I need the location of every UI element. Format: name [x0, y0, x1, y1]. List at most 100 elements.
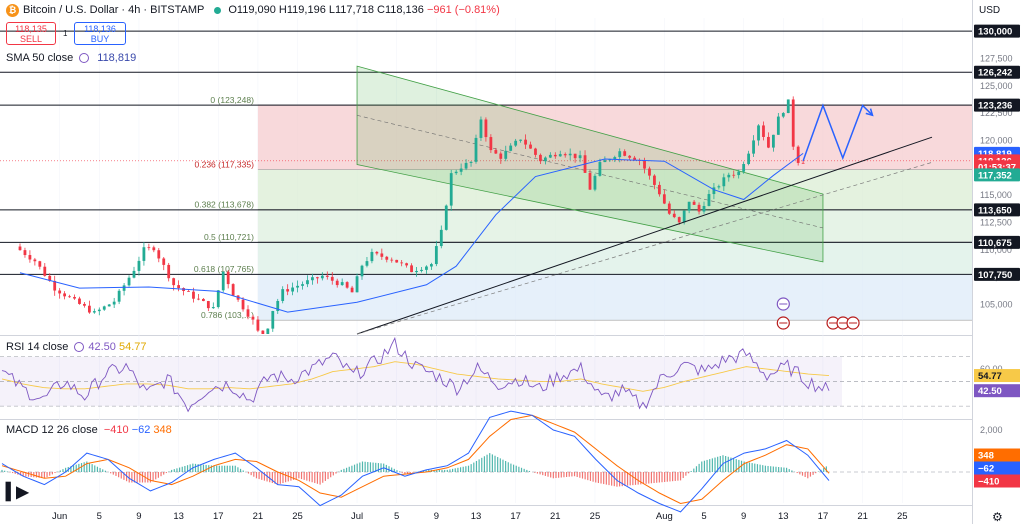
candle-body [732, 174, 736, 176]
candle-body [588, 172, 592, 190]
candle-body [102, 306, 106, 310]
projection-arrowhead [865, 108, 874, 117]
candle-body [281, 289, 285, 301]
candle-body [633, 157, 637, 161]
time-tick-label: 13 [778, 511, 789, 522]
candle-body [702, 205, 706, 212]
macd-tag-bg [974, 461, 1020, 475]
candle-body [444, 205, 448, 230]
symbol-title[interactable]: Bitcoin / U.S. Dollar · 4h · BITSTAMP [23, 4, 205, 16]
candle-body [231, 284, 235, 296]
rsi-legend[interactable]: RSI 14 close 42.50 54.77 [6, 341, 147, 353]
fib-label: 0.5 (110,721) [204, 232, 254, 242]
candle-body [38, 261, 42, 267]
fib-label: 0.236 (117,335) [195, 160, 255, 170]
candle-body [192, 291, 195, 299]
candle-body [330, 276, 334, 281]
level-price-tag-bg [974, 98, 1020, 112]
candle-body [469, 161, 473, 163]
time-tick-label: 5 [394, 511, 399, 522]
macd-hist-value: 348 [153, 424, 172, 436]
price-tick-label: 112,500 [980, 217, 1012, 227]
rsi-ma-tag: 54.77 [978, 371, 1002, 382]
candle-body [543, 157, 547, 162]
candle-body [306, 280, 309, 285]
indicator-settings-icon[interactable] [79, 53, 90, 63]
candle-body [157, 250, 161, 259]
candle-body [747, 153, 751, 165]
market-open-icon [214, 6, 222, 14]
time-tick-label: 21 [857, 511, 868, 522]
macd-value: −410 [103, 424, 129, 436]
candle-body [291, 287, 295, 292]
candle-body [216, 290, 220, 308]
candle-body [553, 154, 557, 157]
price-tick-label: 105,000 [980, 299, 1013, 309]
time-tick-label: Aug [656, 511, 673, 522]
candle-body [568, 153, 572, 156]
candle-body [385, 256, 389, 260]
candle-body [405, 263, 409, 266]
time-tick-label: 17 [818, 511, 829, 522]
candle-body [791, 99, 795, 147]
candle-body [23, 250, 27, 256]
candle-body [33, 259, 37, 262]
level-price-tag-bg [974, 267, 1020, 281]
time-tick-label: 13 [173, 511, 184, 522]
ascending-trendline [356, 136, 933, 335]
candle-body [563, 154, 567, 156]
candle-body [449, 173, 453, 206]
candle-body [539, 154, 542, 162]
ohlc-low: L117,718 [328, 4, 374, 16]
candle-body [315, 277, 319, 279]
candle-body [796, 146, 800, 163]
candle-body [454, 171, 458, 174]
candle-body [241, 299, 245, 310]
candle-body [548, 154, 552, 158]
candle-body [643, 160, 646, 169]
candle-body [142, 247, 146, 261]
sma-legend[interactable]: SMA 50 close 118,819 [6, 52, 136, 64]
macd-legend[interactable]: MACD 12 26 close −410 −62 348 [6, 424, 172, 436]
candle-body [499, 153, 503, 159]
candle-body [519, 139, 523, 141]
price-tag: 117,352 [978, 170, 1012, 181]
macd-tag: −62 [978, 464, 994, 475]
candle-body [162, 258, 166, 265]
candle-body [395, 259, 399, 263]
candle-body [286, 289, 290, 292]
candle-body [360, 265, 364, 277]
candle-body [479, 119, 483, 138]
candle-body [177, 285, 181, 289]
macd-tag: 348 [978, 451, 994, 462]
buy-button[interactable]: 118,136 BUY [74, 22, 126, 45]
currency-label[interactable]: USD [979, 5, 1001, 16]
gear-icon[interactable]: ⚙ [992, 510, 1003, 524]
fib-zone [257, 241, 972, 275]
candle-body [400, 262, 404, 264]
sell-button[interactable]: 118,135 SELL [6, 22, 56, 45]
level-price-tag: 107,750 [978, 270, 1012, 281]
rsi-ma-tag-bg [974, 369, 1020, 383]
candle-body [697, 204, 701, 212]
candle-body [221, 271, 225, 291]
price-tick-label: 115,000 [980, 190, 1012, 200]
sell-price: 118,135 [15, 24, 47, 34]
candle-body [677, 217, 681, 223]
candle-body [276, 300, 280, 312]
level-price-tag-bg [974, 235, 1020, 249]
sma50-line [19, 152, 804, 313]
macd-tag-bg [974, 474, 1020, 488]
candle-body [187, 290, 190, 292]
rsi-settings-icon[interactable] [74, 342, 85, 352]
buy-price: 118,136 [84, 24, 116, 34]
candle-body [558, 154, 562, 157]
bitcoin-icon: ₿ [6, 3, 19, 17]
candle-body [117, 290, 121, 302]
candle-body [737, 171, 741, 176]
ohlc-high: H119,196 [278, 4, 326, 16]
candle-body [727, 174, 731, 178]
candle-body [474, 137, 478, 162]
level-price-tag-bg [974, 65, 1020, 79]
